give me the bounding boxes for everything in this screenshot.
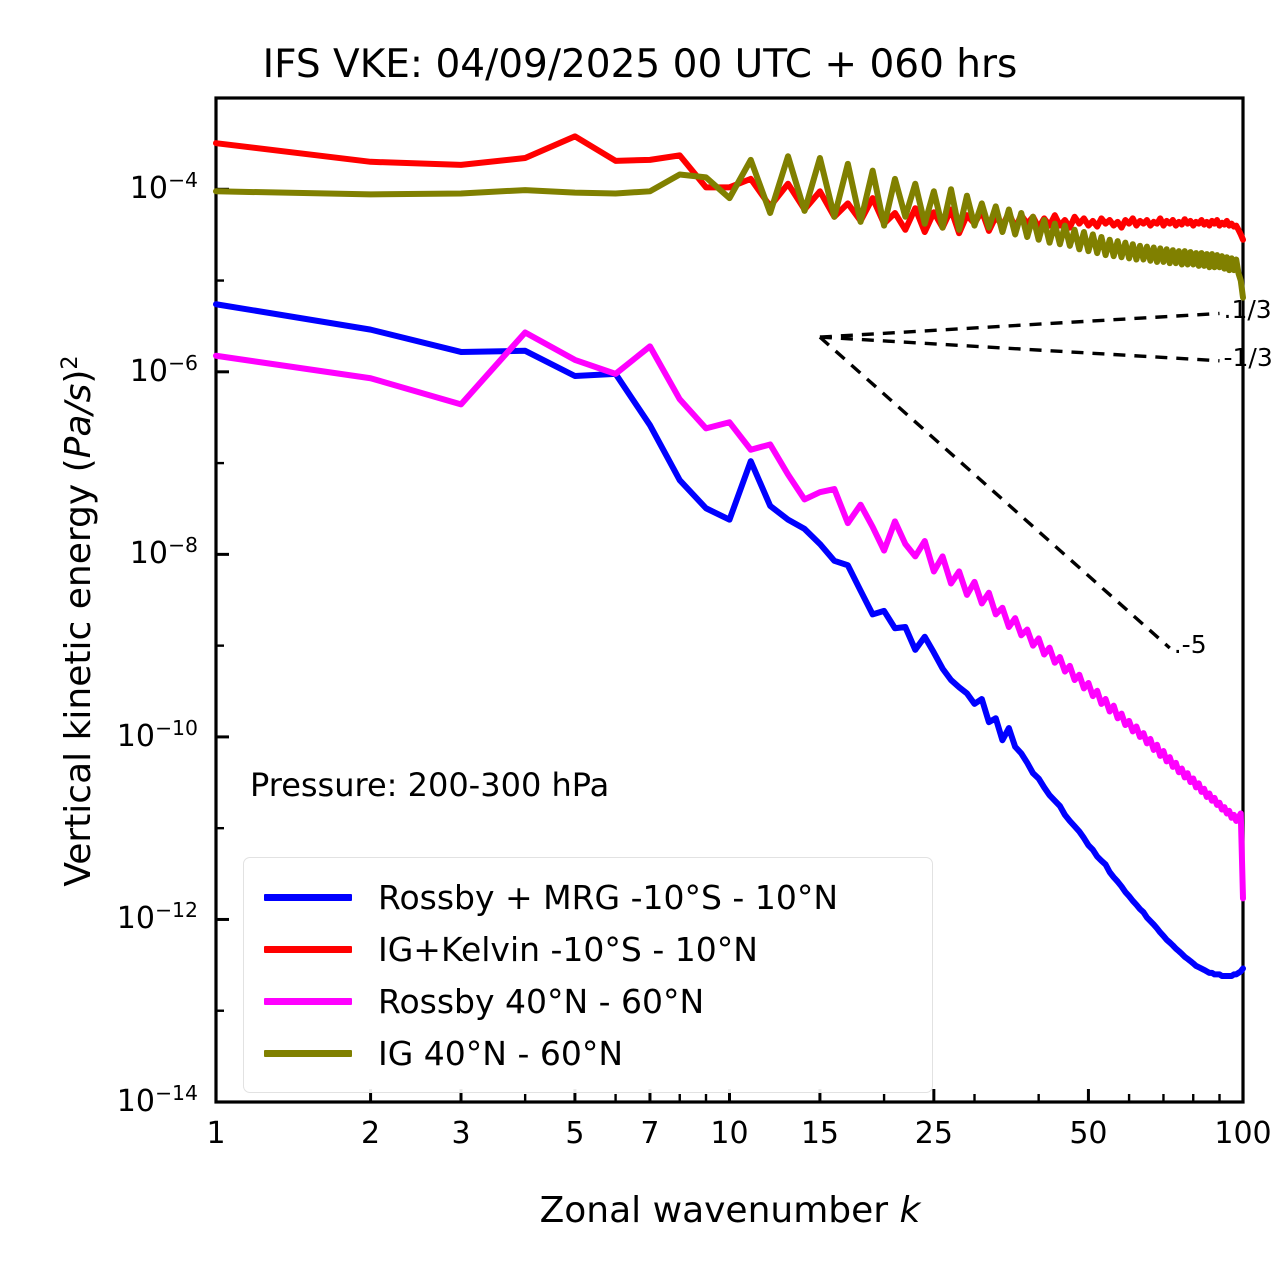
legend-item[interactable]: IG 40°N - 60°N	[260, 1027, 916, 1079]
legend-item-label: IG+Kelvin -10°S - 10°N	[378, 929, 758, 969]
x-tick-label: 50	[1069, 1116, 1108, 1151]
legend-item-label: IG 40°N - 60°N	[378, 1033, 624, 1073]
x-axis-label-pre: Zonal wavenumber	[539, 1190, 900, 1231]
x-tick-label: 7	[640, 1116, 660, 1151]
x-axis-label-symbol: k	[899, 1190, 921, 1231]
legend-item-label: Rossby + MRG -10°S - 10°N	[378, 877, 839, 917]
reference-slope-line-0	[819, 311, 1220, 339]
slope-label-upper: .1/3	[1223, 295, 1272, 325]
y-tick-label: 10−12	[116, 898, 198, 937]
x-tick-label: 3	[451, 1116, 471, 1151]
y-tick-label: 10−4	[129, 168, 198, 207]
chart-title: IFS VKE: 04/09/2025 00 UTC + 060 hrs	[262, 42, 1018, 87]
slope-label-lower: .-5	[1173, 630, 1207, 659]
legend-item[interactable]: IG+Kelvin -10°S - 10°N	[260, 923, 916, 975]
series-line-3	[213, 153, 1246, 301]
y-tick-label: 10−14	[116, 1081, 198, 1119]
legend-color-swatch	[264, 997, 352, 1005]
series-line-1	[213, 133, 1246, 243]
x-tick-label: 100	[1214, 1116, 1272, 1151]
x-axis-label: Zonal wavenumber k	[216, 1190, 1244, 1231]
pressure-annotation: Pressure: 200-300 hPa	[250, 766, 610, 804]
legend-item[interactable]: Rossby + MRG -10°S - 10°N	[260, 871, 916, 923]
x-tick-label: 25	[914, 1116, 953, 1151]
x-tick-label: 2	[361, 1116, 381, 1151]
series-line-2	[213, 329, 1246, 902]
legend-item-label: Rossby 40°N - 60°N	[378, 981, 705, 1021]
x-tick-label: 15	[800, 1116, 840, 1151]
legend-box: Rossby + MRG -10°S - 10°N IG+Kelvin -10°S…	[243, 857, 933, 1093]
legend-color-swatch	[264, 893, 352, 901]
x-tick-label: 5	[565, 1116, 585, 1151]
y-tick-label: 10−8	[129, 533, 198, 572]
legend-color-swatch	[264, 945, 352, 953]
legend-item[interactable]: Rossby 40°N - 60°N	[260, 975, 916, 1027]
reference-slope-line-1	[819, 335, 1220, 363]
slope-label-middle: -1/3	[1223, 342, 1273, 372]
legend-color-swatch	[264, 1049, 352, 1057]
x-tick-label: 1	[206, 1116, 226, 1151]
reference-slope-line-2	[818, 335, 1171, 650]
y-tick-label: 10−6	[129, 350, 198, 389]
x-tick-label: 10	[710, 1116, 749, 1151]
series-line-0	[213, 301, 1246, 980]
y-tick-label: 10−10	[116, 715, 198, 754]
